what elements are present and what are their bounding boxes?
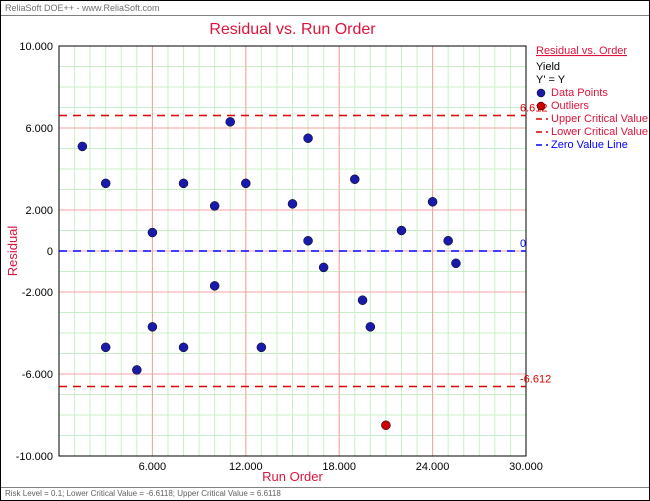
svg-text:-6.612: -6.612 (520, 374, 551, 386)
svg-text:Residual vs. Order: Residual vs. Order (536, 45, 627, 57)
svg-text:0: 0 (520, 238, 526, 250)
svg-text:-10.000: -10.000 (16, 451, 53, 463)
status-bar: Risk Level = 0.1; Lower Critical Value =… (1, 487, 649, 500)
svg-text:6.000: 6.000 (139, 461, 167, 473)
svg-text:-2.000: -2.000 (22, 287, 53, 299)
status-text: Risk Level = 0.1; Lower Critical Value =… (5, 489, 281, 498)
title-bar: ReliaSoft DOE++ - www.ReliaSoft.com (1, 1, 649, 16)
svg-text:24.000: 24.000 (416, 461, 450, 473)
svg-text:Zero Value Line: Zero Value Line (551, 139, 628, 151)
svg-text:-6.000: -6.000 (22, 369, 53, 381)
svg-text:10.000: 10.000 (19, 41, 53, 53)
svg-text:Residual vs. Run Order: Residual vs. Run Order (209, 21, 376, 38)
residual-chart: 6.612-6.61206.00012.00018.00024.00030.00… (1, 16, 649, 489)
svg-text:Lower Critical Value: Lower Critical Value (551, 126, 648, 138)
svg-text:2.000: 2.000 (25, 205, 53, 217)
app-window: ReliaSoft DOE++ - www.ReliaSoft.com 6.61… (0, 0, 650, 501)
svg-text:6.000: 6.000 (25, 123, 53, 135)
svg-text:Residual: Residual (5, 226, 20, 277)
svg-text:0: 0 (47, 246, 53, 258)
svg-text:30.000: 30.000 (509, 461, 543, 473)
svg-text:18.000: 18.000 (322, 461, 356, 473)
svg-text:Yield: Yield (536, 61, 560, 73)
svg-text:Y' = Y: Y' = Y (536, 74, 566, 86)
plot-area: 6.612-6.61206.00012.00018.00024.00030.00… (1, 16, 649, 488)
svg-text:12.000: 12.000 (229, 461, 263, 473)
svg-text:Upper Critical Value: Upper Critical Value (551, 113, 648, 125)
svg-text:Outliers: Outliers (551, 100, 589, 112)
window-title: ReliaSoft DOE++ - www.ReliaSoft.com (5, 3, 160, 13)
svg-text:Data Points: Data Points (551, 87, 608, 99)
svg-text:Run Order: Run Order (262, 469, 323, 484)
